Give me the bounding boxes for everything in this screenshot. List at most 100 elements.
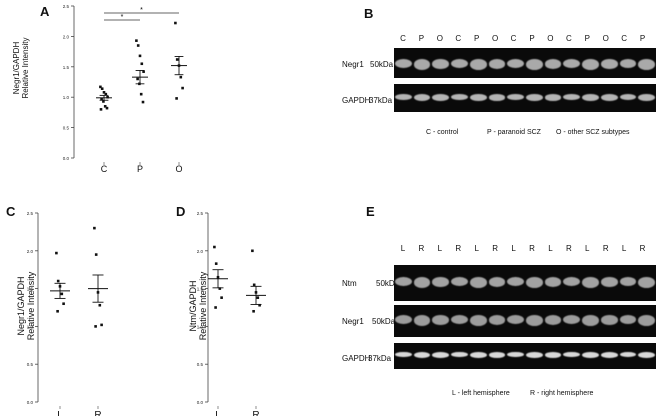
data-point-a-0-8: [105, 106, 109, 110]
x-tick-label-a-1: P: [137, 164, 143, 174]
blot-b-negr1-blob-2: [432, 59, 450, 69]
blot-b-gapdh-blob-6: [507, 94, 524, 101]
blot-e-gapdh-blob-8: [544, 352, 562, 358]
data-point-c-1-4: [100, 323, 103, 327]
blot-e-gapdh-blob-0: [395, 352, 412, 358]
blot-e-gapdh-blob-6: [507, 352, 524, 358]
blot-b-lane-label-3: C: [455, 34, 462, 43]
blot-e-negr1-blob-13: [638, 315, 655, 326]
data-point-a-0-5: [100, 97, 103, 101]
blot-e-lane-label-1: R: [418, 244, 425, 253]
blot-b-legend-1: P - paranoid SCZ: [487, 129, 541, 136]
data-point-d-1-5: [252, 309, 255, 313]
blot-b-gapdh-blob-9: [563, 94, 581, 101]
y-tick-label-a-5: 2.5: [63, 4, 70, 9]
data-point-d-1-3: [256, 296, 260, 299]
y-tick-label-d-3: 1.5: [197, 287, 204, 292]
x-tick-label-a-2: O: [175, 164, 182, 174]
data-point-a-1-5: [136, 77, 139, 81]
blot-e-lane-label-8: L: [548, 244, 553, 253]
blot-e-negr1-blob-5: [488, 315, 506, 325]
blot-e-ntm-blob-7: [526, 277, 543, 288]
blot-e-row-size-0: 50kDa: [376, 279, 400, 288]
data-point-a-1-0: [135, 39, 138, 42]
data-point-a-0-4: [106, 95, 109, 99]
data-point-a-0-9: [99, 108, 103, 111]
blot-b-negr1-blob-3: [451, 59, 468, 68]
blot-b-lane-label-10: P: [584, 34, 590, 43]
blot-e-lane-label-5: R: [492, 244, 499, 253]
blot-b-gapdh-blob-8: [544, 94, 562, 101]
data-point-c-1-1: [94, 253, 98, 256]
data-point-a-2-1: [175, 58, 179, 61]
blot-b-lane-label-1: P: [418, 34, 425, 43]
data-point-a-0-3: [104, 92, 108, 96]
blot-e-negr1-blob-3: [451, 315, 468, 324]
blot-e-ntm-blob-5: [488, 277, 506, 287]
data-point-d-0-4: [220, 296, 223, 299]
blot-e-ntm-blob-8: [544, 277, 562, 287]
data-point-a-1-2: [138, 54, 142, 58]
blot-e-ntm-blob-9: [563, 277, 581, 286]
blot-e-gapdh-blob-10: [582, 352, 599, 359]
x-tick-label-d-1: R: [252, 410, 259, 416]
y-tick-label-c-0: 0.0: [27, 400, 34, 405]
blot-b-negr1-blob-0: [395, 59, 412, 68]
y-tick-label-a-2: 1.0: [63, 95, 70, 100]
blot-e-lane-label-11: R: [602, 244, 609, 253]
blot-e-lane-label-2: L: [437, 244, 443, 253]
blot-e-gapdh-blob-7: [526, 352, 543, 359]
blot-e-lane-label-4: L: [474, 244, 479, 253]
blot-e-ntm-blob-1: [413, 277, 431, 288]
sig-star-c-o: *: [140, 7, 143, 14]
x-tick-label-c-1: R: [94, 410, 101, 416]
blot-e-negr1-blob-12: [619, 315, 637, 324]
blot-e-legend-0: L - left hemisphere: [452, 390, 510, 397]
y-tick-label-d-4: 2.0: [197, 249, 204, 254]
blot-b-gapdh-blob-10: [582, 94, 599, 102]
data-point-d-0-1: [214, 262, 218, 265]
chart-a: 0.0 0.5 1.0 1.5 2.0 2.5 C P O * *: [63, 4, 187, 174]
blot-e-row-size-1: 50kDa: [372, 317, 396, 326]
blot-b-negr1-blob-4: [469, 59, 487, 70]
blot-b-negr1-blob-9: [563, 59, 581, 68]
blot-e-band-ntm: [394, 265, 656, 301]
blot-e-row-label-1: Negr1: [342, 317, 364, 326]
y-tick-label-d-0: 0.0: [197, 400, 204, 405]
blot-e-lane-label-10: L: [585, 244, 590, 253]
panel-letter-a: A: [40, 4, 50, 19]
blot-e-ntm-blob-3: [451, 277, 468, 286]
panel-letter-d: D: [176, 204, 186, 219]
blot-b-lane-label-8: O: [547, 34, 554, 43]
blot-b-lane-label-11: O: [602, 34, 609, 43]
data-point-a-0-7: [103, 105, 107, 108]
blot-b-gapdh-blob-12: [619, 94, 637, 101]
blot-e-gapdh-blob-13: [638, 352, 655, 359]
blot-e-lane-label-3: R: [455, 244, 462, 253]
data-point-a-1-1: [136, 44, 140, 47]
blot-b-negr1-blob-12: [619, 59, 637, 68]
blot-b-band-gapdh: [394, 84, 656, 112]
blot-b-negr1-blob-1: [413, 59, 431, 70]
blot-e-gapdh-blob-1: [413, 352, 431, 359]
blot-b-row-size-0: 50kDa: [370, 60, 394, 69]
blot-b-lane-label-0: C: [400, 34, 406, 43]
blot-b-gapdh-blob-11: [600, 94, 618, 101]
data-point-d-0-0: [213, 245, 216, 249]
blot-b-gapdh-blob-2: [432, 94, 450, 101]
blot-b-gapdh-blob-7: [526, 94, 543, 102]
blot-e-ntm-blob-11: [600, 277, 618, 287]
data-point-a-2-3: [179, 75, 183, 79]
blot-e-negr1-blob-6: [507, 315, 524, 324]
blot-e-gapdh-blob-9: [563, 352, 581, 358]
blot-b-negr1-blob-10: [582, 59, 599, 70]
blot-e-ntm-blob-12: [619, 277, 637, 286]
data-point-a-0-2: [102, 91, 106, 94]
blot-e-band-gapdh: [394, 343, 656, 369]
data-point-c-0-0: [55, 251, 58, 255]
y-tick-label-a-0: 0.0: [63, 156, 70, 161]
blot-b-negr1-blob-8: [544, 59, 562, 69]
data-point-a-0-6: [102, 100, 105, 103]
data-point-a-2-4: [181, 86, 184, 90]
